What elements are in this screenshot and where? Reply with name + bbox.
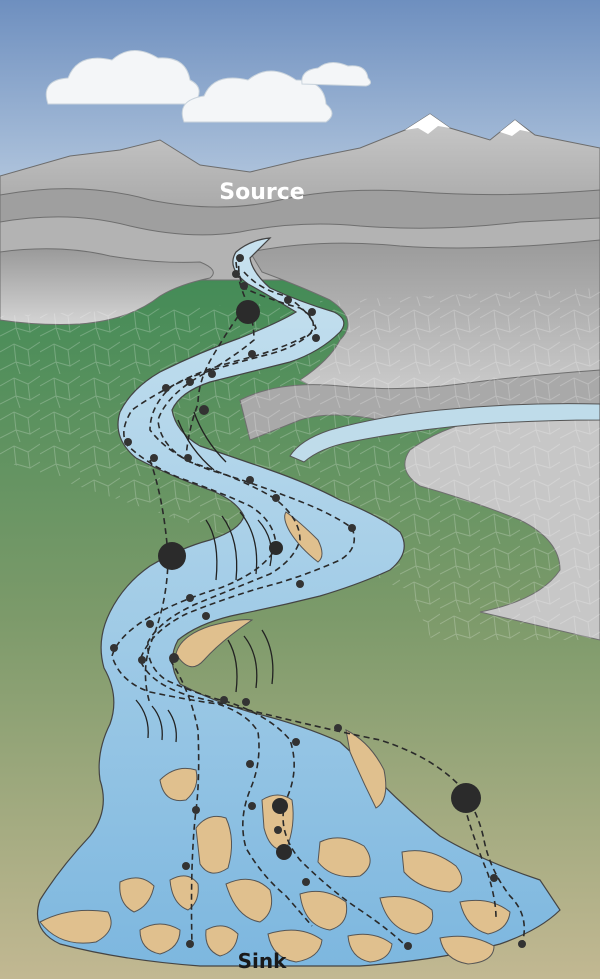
sediment-grains [110, 254, 526, 950]
snow-caps [405, 114, 530, 136]
point-bars [175, 511, 387, 809]
sink-label: Sink [238, 949, 287, 973]
large-clasts [158, 300, 481, 860]
sediment-pathways [111, 255, 526, 949]
source-label: Source [219, 180, 304, 205]
braid-bars [39, 767, 511, 965]
tributary-stream [289, 403, 600, 463]
clouds [45, 50, 372, 123]
scroll-lines [135, 411, 274, 743]
